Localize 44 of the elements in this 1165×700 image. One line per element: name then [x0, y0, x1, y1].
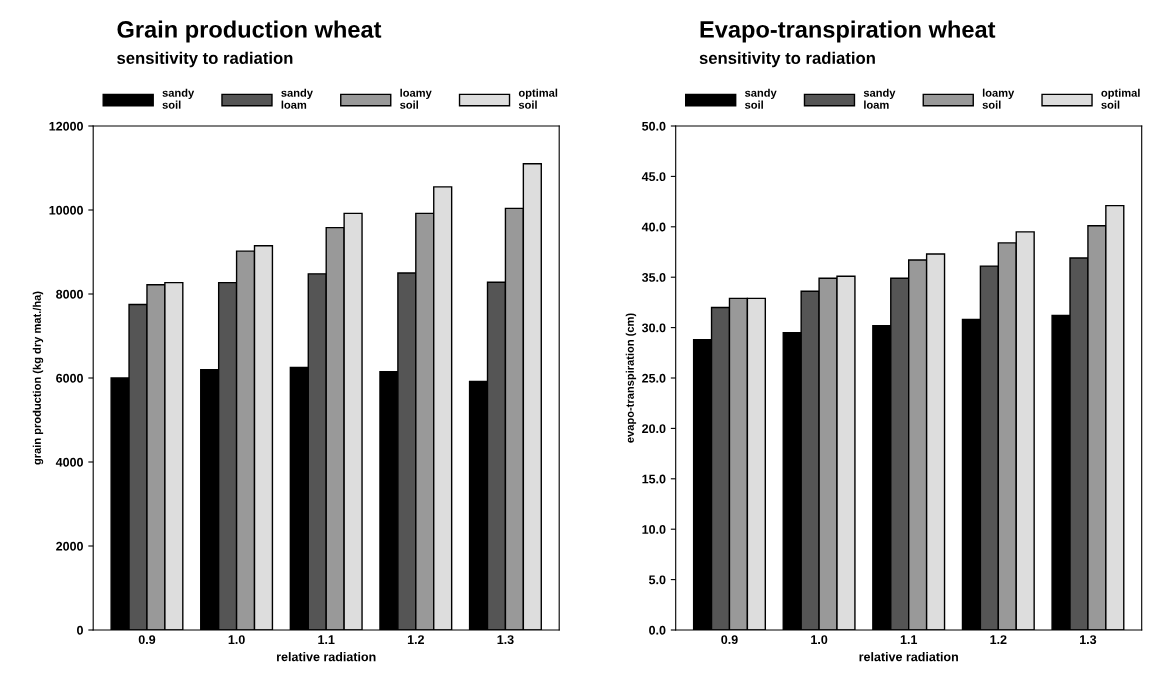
- y-tick-label: 45.0: [641, 172, 666, 182]
- y-tick-label: 10000: [49, 205, 83, 215]
- x-tick-label: 1.3: [1080, 635, 1097, 645]
- y-tick-label: 5.0: [648, 575, 666, 585]
- x-tick-label: 0.9: [138, 635, 156, 645]
- legend-label: sandy soil: [744, 88, 777, 109]
- x-axis-title: relative radiation: [277, 652, 376, 662]
- x-tick-label: 0.9: [721, 635, 738, 645]
- x-tick-label: 1.1: [900, 635, 918, 644]
- x-tick-label: 1.2: [407, 635, 424, 644]
- legend-label: optimal soil: [518, 88, 558, 109]
- y-tick-label: 20.0: [642, 424, 666, 434]
- y-tick-label: 35.0: [641, 273, 666, 282]
- y-tick-label: 10.0: [642, 525, 666, 534]
- y-tick-label: 40.0: [641, 222, 666, 232]
- y-tick-label: 6000: [56, 373, 83, 383]
- y-tick-label: 50.0: [642, 121, 666, 131]
- x-tick-label: 1.2: [990, 635, 1007, 644]
- chart-subtitle: sensitivity to radiation: [117, 51, 293, 68]
- x-tick-label: 1.3: [497, 635, 514, 645]
- legend-label: loamy soil: [982, 88, 1015, 109]
- y-axis-title: evapo-transpiration (cm): [625, 313, 637, 443]
- y-tick-label: 8000: [56, 289, 83, 299]
- legend-label: sandy loam: [863, 88, 896, 109]
- legend-label: sandy soil: [162, 88, 195, 109]
- y-tick-label: 25.0: [642, 373, 666, 383]
- x-tick-label: 1.0: [811, 635, 828, 645]
- y-tick-label: 2000: [56, 541, 83, 551]
- y-tick-label: 15.0: [642, 474, 666, 484]
- x-tick-label: 1.1: [318, 635, 335, 644]
- chart-title: Evapo-transpiration wheat: [700, 20, 996, 43]
- legend-label: loamy soil: [400, 88, 432, 109]
- x-axis-title: relative radiation: [859, 652, 958, 662]
- y-tick-label: 4000: [55, 457, 83, 467]
- y-tick-label: 0.0: [649, 625, 666, 635]
- y-axis-title: grain production (kg dry mat./ha): [32, 291, 44, 465]
- legend-label: sandy loam: [281, 88, 313, 109]
- y-tick-label: 30.0: [641, 323, 666, 333]
- y-tick-label: 12000: [49, 121, 83, 131]
- legend-label: optimal soil: [1101, 88, 1140, 109]
- y-tick-label: 0: [77, 625, 83, 635]
- chart-subtitle: sensitivity to radiation: [699, 51, 875, 68]
- chart-title: Grain production wheat: [117, 20, 382, 43]
- x-tick-label: 1.0: [228, 635, 245, 645]
